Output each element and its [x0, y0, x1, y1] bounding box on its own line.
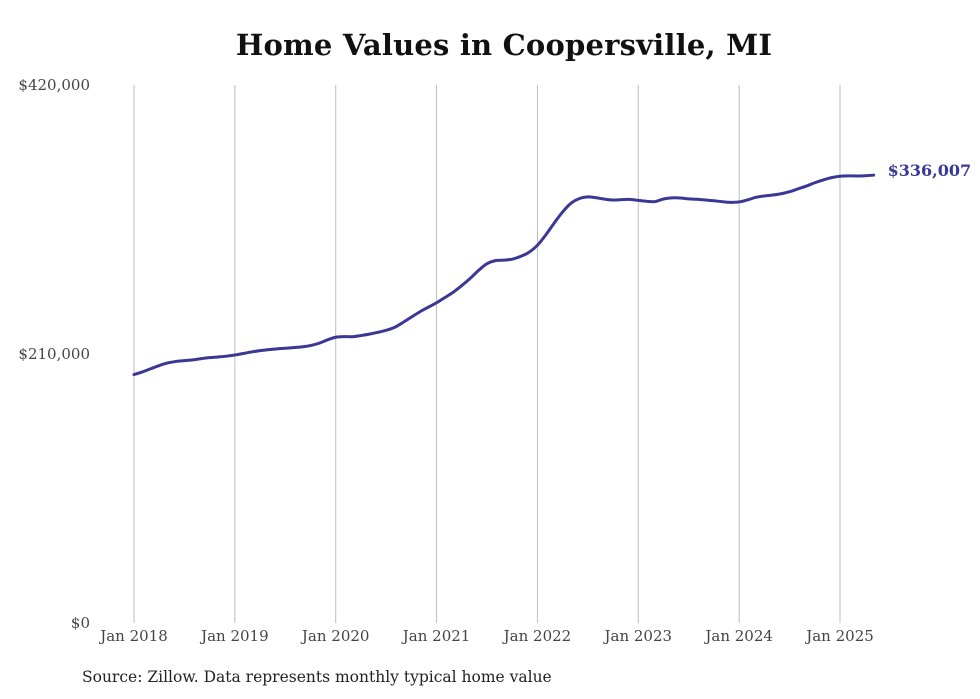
x-tick-label: Jan 2024	[703, 627, 773, 645]
x-tick-label: Jan 2019	[199, 627, 269, 645]
series-layer	[132, 173, 876, 376]
end-value-label: $336,007	[888, 161, 972, 180]
chart-title: Home Values in Coopersville, MI	[235, 28, 773, 62]
y-axis-tick-labels: $0 $210,000 $420,000	[18, 76, 90, 632]
x-tick-label: Jan 2021	[401, 627, 471, 645]
y-tick-label: $210,000	[18, 345, 90, 363]
source-note: Source: Zillow. Data represents monthly …	[82, 668, 552, 686]
end-label-layer: $336,007	[888, 161, 972, 180]
x-axis-tick-labels: Jan 2018 Jan 2019 Jan 2020 Jan 2021 Jan 2022…	[98, 627, 874, 645]
x-tick-label: Jan 2022	[502, 627, 572, 645]
x-tick-label: Jan 2020	[300, 627, 370, 645]
x-tick-label: Jan 2018	[98, 627, 168, 645]
x-tick-label: Jan 2025	[804, 627, 874, 645]
home-value-line	[132, 173, 876, 376]
x-tick-label: Jan 2023	[603, 627, 673, 645]
y-tick-label: $0	[71, 614, 90, 632]
y-tick-label: $420,000	[18, 76, 90, 94]
